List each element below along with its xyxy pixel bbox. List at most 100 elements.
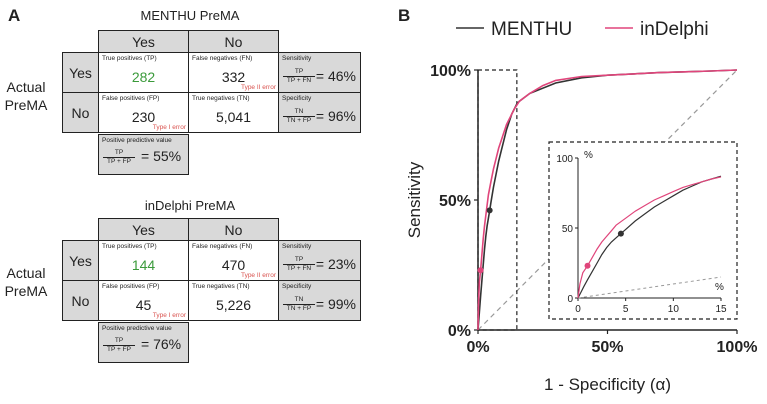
indelphi-confusion-matrix: Yes No Yes True positives (TP) 144 False…: [62, 218, 361, 321]
inset-y-tick-label: 100: [556, 154, 573, 165]
menthu-ppv-den: TP + FP: [107, 158, 131, 165]
menthu-actual-label: Actual PreMA: [4, 79, 48, 113]
inset-y-unit: %: [584, 150, 593, 161]
menthu-sens-value: = 46%: [315, 68, 356, 84]
inset-roc-line-indelphi: [577, 176, 722, 299]
x-axis-label: 1 - Specificity (α): [544, 375, 671, 394]
legend-label-indelphi: inDelphi: [640, 19, 709, 40]
menthu-specificity-cell: Specificity TN TN + FP = 96%: [278, 92, 361, 133]
inset-x-unit: %: [715, 282, 724, 293]
indelphi-tp-value: 144: [131, 257, 156, 273]
menthu-sens-label: Sensitivity: [282, 55, 312, 62]
inset-diagonal-line: [577, 276, 722, 299]
menthu-col-yes: Yes: [98, 30, 189, 53]
indelphi-fp-error: Type I error: [152, 312, 186, 319]
x-tick-label: 50%: [591, 339, 623, 356]
menthu-spec-value: = 96%: [315, 108, 356, 124]
menthu-spec-den: TN + FP: [286, 117, 312, 124]
inset-x-tick-label: 15: [715, 304, 727, 315]
menthu-fn-error: Type II error: [240, 84, 276, 91]
panel-a-letter: A: [8, 6, 21, 25]
indelphi-ppv-fraction: TP TP + FP: [103, 337, 135, 354]
indelphi-spec-fraction: TN TN + FP: [283, 296, 315, 313]
menthu-ppv-fraction: TP TP + FP: [103, 149, 135, 166]
y-tick-label: 0%: [448, 323, 471, 340]
indelphi-spec-label: Specificity: [282, 283, 312, 290]
menthu-fp-error: Type I error: [152, 124, 186, 131]
menthu-tp-value: 282: [131, 69, 156, 85]
indelphi-matrix-title: inDelphi PreMA: [144, 198, 236, 213]
indelphi-sensitivity-cell: Sensitivity TP TP + FN = 23%: [278, 240, 361, 281]
legend: MENTHU inDelphi: [456, 19, 709, 40]
indelphi-fp-label: False positives (FP): [102, 283, 160, 290]
indelphi-fn-label: False negatives (FN): [192, 243, 253, 250]
y-axis-label: Sensitivity: [405, 161, 424, 238]
menthu-sens-den: TP + FN: [286, 77, 312, 84]
menthu-fn-value: 332: [221, 69, 246, 85]
inset-x-tick-label: 5: [623, 304, 629, 315]
menthu-sens-fraction: TP TP + FN: [283, 68, 315, 85]
menthu-tn-value: 5,041: [215, 109, 252, 125]
menthu-spec-label: Specificity: [282, 95, 312, 102]
menthu-col-no: No: [188, 30, 279, 53]
indelphi-sens-label: Sensitivity: [282, 243, 312, 250]
panel-b-letter: B: [398, 6, 411, 25]
x-tick-label: 100%: [717, 339, 758, 356]
indelphi-sens-value: = 23%: [315, 256, 356, 272]
indelphi-tn-label: True negatives (TN): [192, 283, 250, 290]
menthu-fp-value: 230: [131, 109, 156, 125]
indelphi-ppv-box: Positive predictive value TP TP + FP = 76…: [98, 322, 189, 363]
indelphi-tn-cell: True negatives (TN) 5,226: [188, 280, 279, 321]
menthu-fn-cell: False negatives (FN) 332 Type II error: [188, 52, 279, 93]
menthu-tn-label: True negatives (TN): [192, 95, 250, 102]
zoom-region-box: [477, 69, 518, 331]
inset-x-tick-label: 0: [575, 304, 581, 315]
inset-operating-point-menthu: [617, 230, 624, 237]
menthu-row-no: No: [62, 92, 99, 133]
indelphi-actual-label: Actual PreMA: [4, 265, 48, 299]
operating-point-menthu: [486, 207, 493, 214]
inset-y-tick-label: 0: [567, 294, 573, 305]
legend-label-menthu: MENTHU: [491, 19, 572, 40]
inset-operating-point-indelphi: [584, 262, 591, 269]
menthu-matrix-title: MENTHU PreMA: [140, 8, 240, 23]
menthu-tp-cell: True positives (TP) 282: [98, 52, 189, 93]
indelphi-tp-label: True positives (TP): [102, 243, 157, 250]
indelphi-fn-cell: False negatives (FN) 470 Type II error: [188, 240, 279, 281]
indelphi-spec-den: TN + FP: [286, 305, 312, 312]
indelphi-ppv-num: TP: [103, 337, 135, 346]
indelphi-fn-value: 470: [221, 257, 246, 273]
inset-roc-line-menthu: [577, 175, 722, 299]
main-axes: 0%50%100%0% 50% 100%: [430, 63, 757, 356]
indelphi-fp-value: 45: [135, 297, 152, 313]
indelphi-row-yes: Yes: [62, 240, 99, 281]
menthu-fp-label: False positives (FP): [102, 95, 160, 102]
y-tick-label: 100%: [430, 63, 471, 80]
indelphi-spec-value: = 99%: [315, 296, 356, 312]
menthu-ppv-box: Positive predictive value TP TP + FP = 55…: [98, 134, 189, 175]
menthu-tn-cell: True negatives (TN) 5,041: [188, 92, 279, 133]
indelphi-row-no: No: [62, 280, 99, 321]
menthu-confusion-matrix: Yes No Yes True positives (TP) 282 False…: [62, 30, 361, 133]
menthu-spec-fraction: TN TN + FP: [283, 108, 315, 125]
indelphi-fn-error: Type II error: [240, 272, 276, 279]
indelphi-spec-num: TN: [283, 296, 315, 305]
indelphi-ppv-label: Positive predictive value: [102, 325, 172, 332]
menthu-ppv-label: Positive predictive value: [102, 137, 172, 144]
indelphi-fp-cell: False positives (FP) 45 Type I error: [98, 280, 189, 321]
x-tick-label: 0%: [466, 339, 489, 356]
menthu-sens-num: TP: [283, 68, 315, 77]
menthu-sensitivity-cell: Sensitivity TP TP + FN = 46%: [278, 52, 361, 93]
menthu-fn-label: False negatives (FN): [192, 55, 253, 62]
inset-frame: [548, 141, 738, 320]
indelphi-ppv-den: TP + FP: [107, 346, 131, 353]
indelphi-sens-fraction: TP TP + FN: [283, 256, 315, 273]
indelphi-specificity-cell: Specificity TN TN + FP = 99%: [278, 280, 361, 321]
inset-plot: 0 5 10 15 0 50 100%%: [548, 141, 738, 320]
indelphi-sens-num: TP: [283, 256, 315, 265]
indelphi-sens-den: TP + FN: [286, 265, 312, 272]
inset-x-tick-label: 10: [668, 304, 680, 315]
y-tick-label: 50%: [439, 193, 471, 210]
menthu-ppv-value: = 55%: [141, 148, 182, 164]
